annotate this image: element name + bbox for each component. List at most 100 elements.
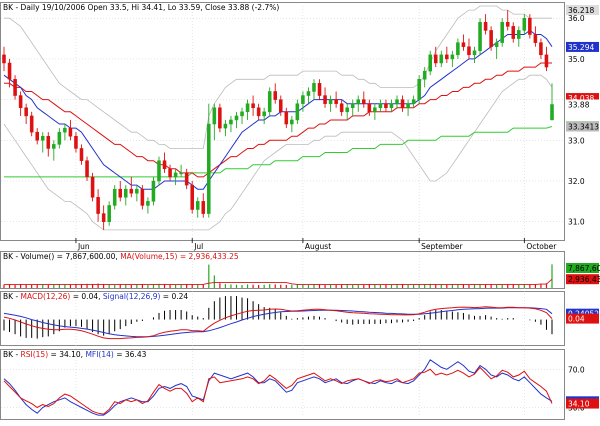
candle-body: [24, 107, 28, 117]
volume-bar: [313, 284, 315, 288]
volume-bar: [197, 284, 199, 288]
signal-label-value: = 0.24: [160, 292, 188, 301]
candle: [96, 189, 100, 222]
volume-bar: [8, 284, 11, 288]
candle: [52, 140, 56, 161]
volume-label-ma: MA(Volume,15) = 2,936,433.25: [120, 252, 239, 261]
volume-bar: [534, 284, 536, 288]
candle-body: [478, 22, 482, 52]
candle-body: [350, 103, 355, 109]
candle-body: [140, 188, 145, 206]
volume-bar: [302, 284, 304, 288]
price-value-label: 33.3413: [568, 122, 599, 131]
chart-title: BK - Daily 19/10/2006 Open 33.5, Hi 34.4…: [3, 3, 279, 12]
volume-bar: [169, 284, 171, 288]
volume-bar: [413, 284, 415, 288]
volume-bar: [523, 284, 525, 288]
rsi-tick-label: 70.0: [568, 365, 585, 374]
mfi-line: [3, 359, 553, 416]
candle-body: [96, 197, 100, 214]
candle: [278, 95, 283, 116]
volume-bar: [490, 284, 492, 288]
candle-body: [328, 99, 333, 104]
volume-bar: [141, 284, 143, 288]
candle: [173, 168, 178, 186]
volume-bar: [97, 283, 99, 288]
candle: [433, 46, 438, 68]
volume-bars: [3, 264, 553, 288]
candle-body: [528, 17, 532, 35]
x-tick-label: Jul: [193, 242, 203, 251]
price-tick-label: 31.0: [568, 218, 585, 227]
candle: [162, 152, 167, 173]
volume-bar: [235, 284, 238, 288]
candle: [207, 103, 211, 218]
candle: [168, 164, 172, 182]
candle: [107, 201, 111, 226]
candle: [544, 46, 549, 72]
candle-body: [433, 54, 438, 64]
candle: [472, 46, 477, 63]
volume-bar: [457, 284, 459, 288]
candle: [301, 91, 305, 112]
candle-body: [135, 188, 139, 194]
candle: [323, 87, 327, 108]
candle: [306, 87, 311, 104]
volume-bar: [429, 283, 431, 288]
price-tick-label: 35.0: [568, 55, 585, 64]
candle: [18, 91, 23, 116]
candle-body: [517, 30, 521, 39]
candle: [522, 14, 527, 35]
volume-bar: [473, 284, 476, 288]
candle: [251, 95, 255, 116]
price-tick-label: 36.0: [568, 14, 585, 23]
candle-body: [439, 54, 444, 64]
x-tick-label: October: [526, 242, 557, 251]
candle: [273, 83, 278, 104]
volume-bar: [219, 283, 221, 288]
volume-value-label-bg: [566, 263, 599, 273]
price-value-label: 35.294: [568, 43, 594, 52]
rsi-label-prefix: BK -: [3, 350, 21, 359]
candle-body: [124, 188, 128, 198]
candle-body: [461, 42, 466, 47]
candle: [411, 95, 416, 108]
candle: [13, 75, 17, 100]
volume-bar: [468, 285, 470, 288]
candle-body: [223, 123, 228, 129]
candle-body: [40, 135, 45, 141]
candle-body: [428, 54, 432, 72]
candle-body: [85, 160, 89, 178]
candle: [74, 132, 78, 153]
volume-bar: [75, 284, 77, 288]
candle-body: [79, 148, 84, 161]
moving-averages: [3, 29, 553, 190]
candle-body: [312, 83, 316, 92]
candle: [356, 95, 361, 112]
volume-bar: [263, 284, 265, 288]
candle-body: [157, 160, 161, 182]
volume-bar: [241, 285, 243, 288]
volume-bar: [213, 275, 215, 288]
volume-bar: [484, 284, 487, 288]
volume-bar: [91, 284, 94, 288]
price-value-label-bg: [566, 41, 599, 52]
candle-body: [384, 103, 388, 109]
macd-label-prefix: BK -: [3, 292, 21, 301]
candle: [101, 205, 106, 230]
volume-bar: [435, 284, 437, 288]
candle: [533, 26, 538, 47]
rsi-label: BK - RSI(15) = 34.10, MFI(14) = 36.43: [3, 350, 147, 359]
price-gridlines: [1, 17, 564, 222]
volume-bar: [246, 284, 249, 288]
candle: [461, 34, 466, 51]
candle: [267, 87, 272, 116]
volume-bar: [501, 284, 503, 288]
candle: [46, 132, 51, 157]
volume-bar: [540, 283, 542, 288]
candle-body: [500, 22, 504, 43]
volume-bar: [186, 284, 188, 288]
